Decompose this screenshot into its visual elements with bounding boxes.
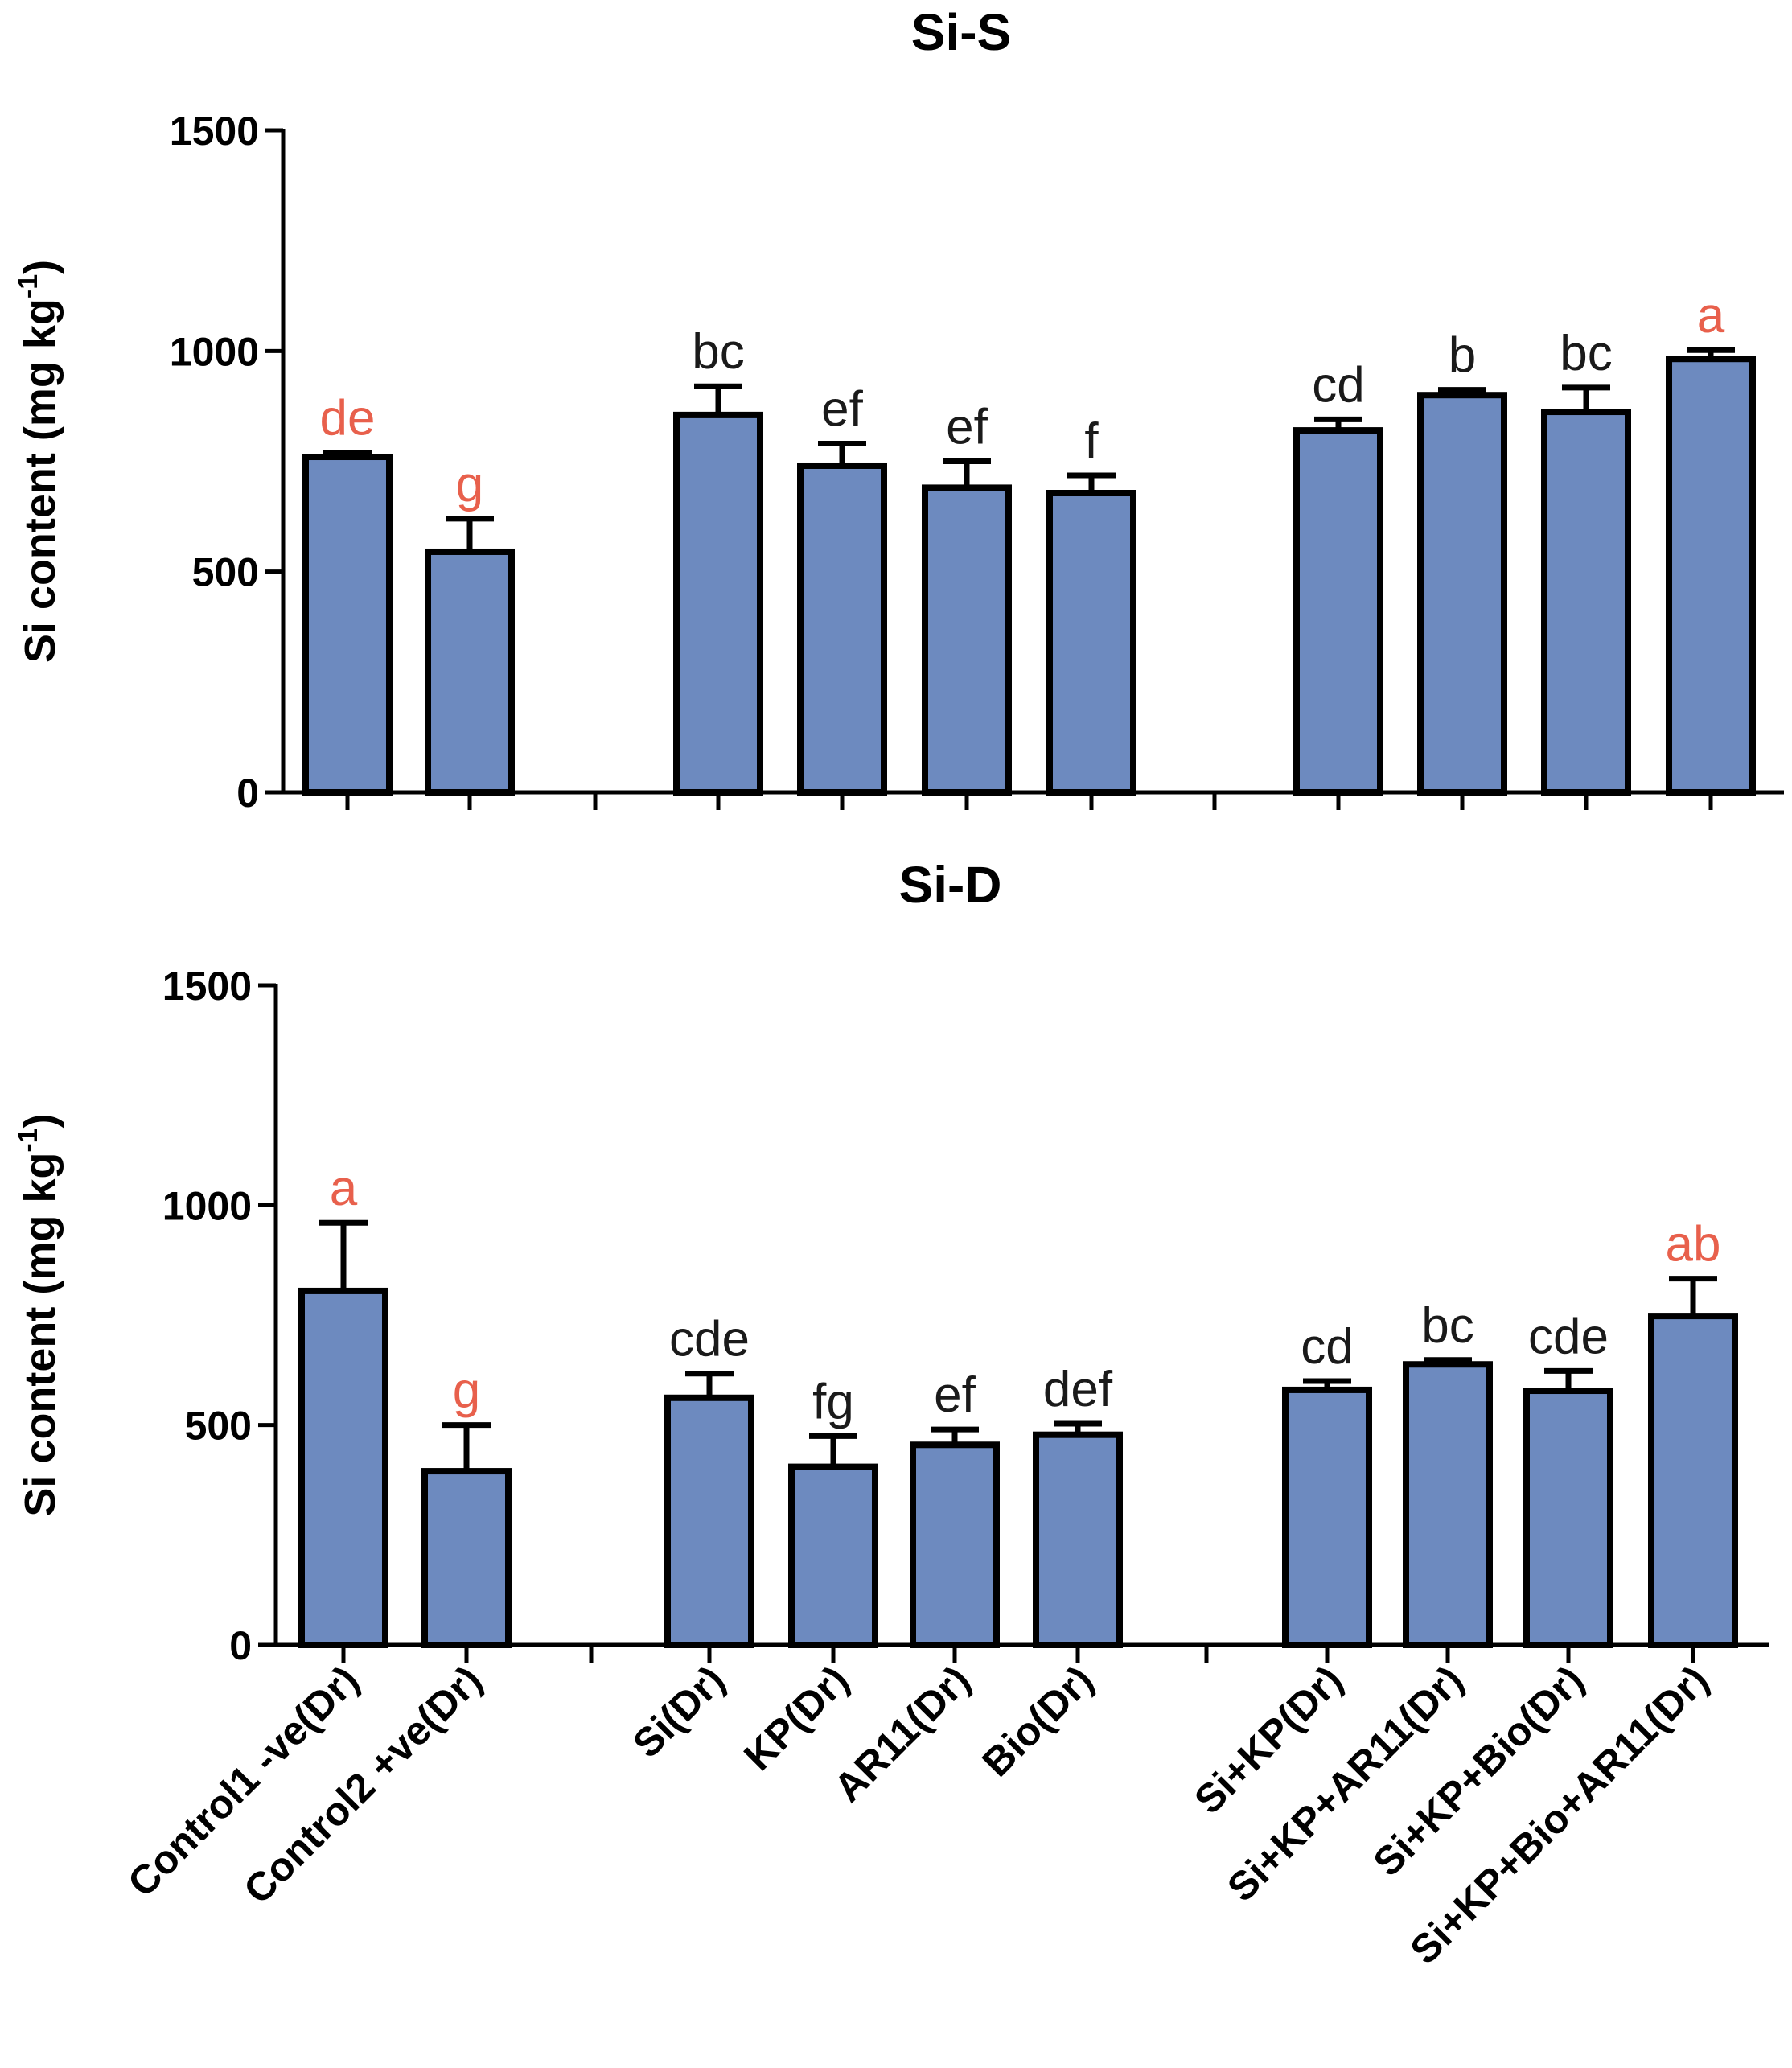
bar-ar11-dr: [922, 484, 1012, 796]
significance-label-bio-dr: def: [1043, 1362, 1113, 1417]
bar-kp-dr: [788, 1463, 878, 1648]
significance-label-si-dr: bc: [692, 324, 744, 380]
significance-label-ar11-dr: ef: [934, 1367, 976, 1423]
significance-label-control1-ve-dr: de: [320, 391, 376, 446]
bar-si-kp-bio-dr: [1541, 409, 1631, 796]
category-label-bio-dr: Bio(Dr): [973, 1657, 1101, 1785]
category-label-si-kp-bio-dr: Si+KP+Bio(Dr): [1365, 1657, 1593, 1885]
y-axis-label-close: ): [16, 260, 64, 274]
y-tick-label: 500: [185, 1404, 252, 1449]
y-tick-label: 1500: [162, 964, 252, 1009]
category-label-control1-ve-dr: Control1 -ve(Dr): [119, 1657, 368, 1906]
category-label-si-dr: Si(Dr): [624, 1657, 734, 1766]
significance-label-kp-dr: fg: [812, 1374, 854, 1429]
significance-label-control2-ve-dr: g: [453, 1363, 480, 1419]
bar-control1-ve-dr: [298, 1287, 388, 1649]
bar-ar11-dr: [910, 1441, 1000, 1649]
bar-bio-dr: [1033, 1431, 1123, 1649]
chart-panel-si-s: Si-S Si content (mg kg-1) 0 500 1000 1500 de g b…: [13, 3, 1784, 816]
y-axis-label-text: Si content (mg kg: [16, 1153, 64, 1517]
y-tick-label: 1000: [162, 1183, 252, 1228]
y-axis-label-superscript: -1: [13, 274, 43, 298]
chart-panel-si-d: Si-D Si content (mg kg-1) 0 500 1000 1500 a g cd…: [13, 856, 1769, 1668]
y-axis-label: Si content (mg kg-1): [13, 260, 64, 663]
significance-label-si-kp-dr: cd: [1301, 1319, 1353, 1375]
bar-control2-ve-dr: [421, 1468, 512, 1648]
bar-kp-dr: [797, 462, 887, 796]
bar-si-kp-bio-dr: [1523, 1388, 1613, 1648]
y-tick-label: 1500: [170, 109, 259, 154]
significance-label-ar11-dr: ef: [946, 400, 988, 455]
bar-si-kp-dr: [1293, 427, 1383, 796]
bar-si-kp-bio-ar11-dr: [1648, 1313, 1738, 1649]
significance-label-si-kp-ar11-dr: b: [1449, 328, 1476, 384]
y-tick-label: 0: [229, 1623, 252, 1668]
bar-control1-ve-dr: [302, 454, 393, 796]
bar-si-kp-dr: [1282, 1386, 1372, 1649]
category-axis-labels: Control1 -ve(Dr)Control2 +ve(Dr) Si(Dr) KP…: [119, 1657, 1717, 1972]
significance-label-control2-ve-dr: g: [456, 457, 483, 512]
significance-label-control1-ve-dr: a: [330, 1161, 358, 1216]
bar-si-kp-ar11-dr: [1417, 392, 1507, 796]
y-axis-label-close: ): [16, 1113, 64, 1128]
bar-si-dr: [673, 411, 763, 796]
significance-label-si-kp-bio-dr: cde: [1528, 1309, 1609, 1364]
category-label-kp-dr: KP(Dr): [735, 1657, 857, 1779]
bar-control2-ve-dr: [425, 548, 515, 796]
chart-title: Si-D: [899, 856, 1002, 914]
significance-label-si-kp-bio-ar11-dr: a: [1697, 288, 1725, 343]
y-axis-label-superscript: -1: [13, 1128, 43, 1152]
bar-bio-dr: [1046, 490, 1136, 796]
significance-label-si-kp-bio-dr: bc: [1560, 326, 1612, 381]
significance-label-bio-dr: f: [1084, 413, 1099, 469]
bar-si-kp-ar11-dr: [1403, 1361, 1493, 1649]
category-label-control2-ve-dr: Control2 +ve(Dr): [235, 1657, 491, 1913]
chart-title: Si-S: [911, 3, 1011, 61]
significance-label-si-kp-dr: cd: [1312, 357, 1364, 413]
significance-label-si-dr: cde: [669, 1312, 750, 1367]
y-tick-label: 0: [236, 771, 259, 816]
significance-label-si-kp-bio-ar11-dr: ab: [1666, 1217, 1721, 1272]
bar-si-dr: [664, 1394, 754, 1648]
y-tick-label: 500: [192, 550, 259, 595]
significance-label-si-kp-ar11-dr: bc: [1421, 1298, 1473, 1354]
bar-si-kp-bio-ar11-dr: [1666, 356, 1756, 796]
y-axis-label: Si content (mg kg-1): [13, 1113, 64, 1516]
y-axis-label-text: Si content (mg kg: [16, 298, 64, 663]
y-tick-label: 1000: [170, 329, 259, 374]
significance-label-kp-dr: ef: [821, 382, 863, 438]
